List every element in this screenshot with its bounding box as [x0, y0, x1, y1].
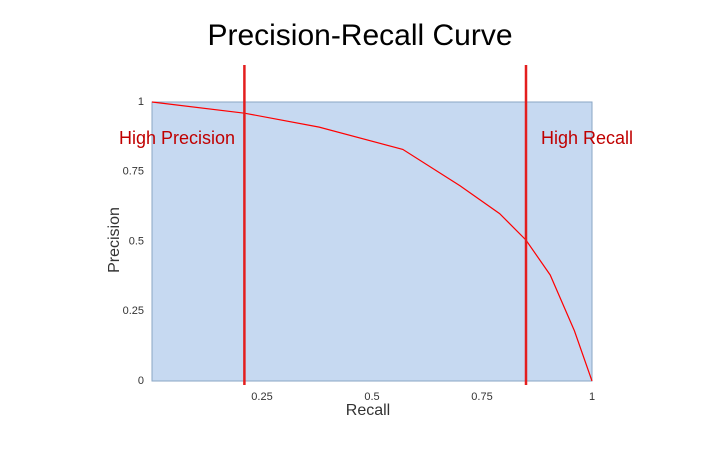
y-tick-label: 0.25 — [123, 305, 144, 317]
plot-area — [151, 101, 593, 382]
annotation: High Recall — [541, 128, 633, 148]
x-tick-label: 0.25 — [251, 391, 272, 403]
curve — [151, 101, 593, 382]
chart-title: Precision-Recall Curve — [207, 19, 512, 52]
annotation: High Precision — [119, 128, 235, 148]
y-axis-label: Precision — [106, 207, 123, 273]
x-tick-label: 0.75 — [471, 391, 492, 403]
x-axis-label: Recall — [346, 402, 390, 419]
y-tick-label: 0.5 — [129, 235, 144, 247]
y-tick-label: 1 — [138, 96, 144, 108]
x-tick-label: 0.5 — [364, 391, 379, 403]
x-tick-label: 1 — [589, 391, 595, 403]
y-tick-label: 0 — [138, 375, 144, 387]
y-tick-label: 0.75 — [123, 166, 144, 178]
